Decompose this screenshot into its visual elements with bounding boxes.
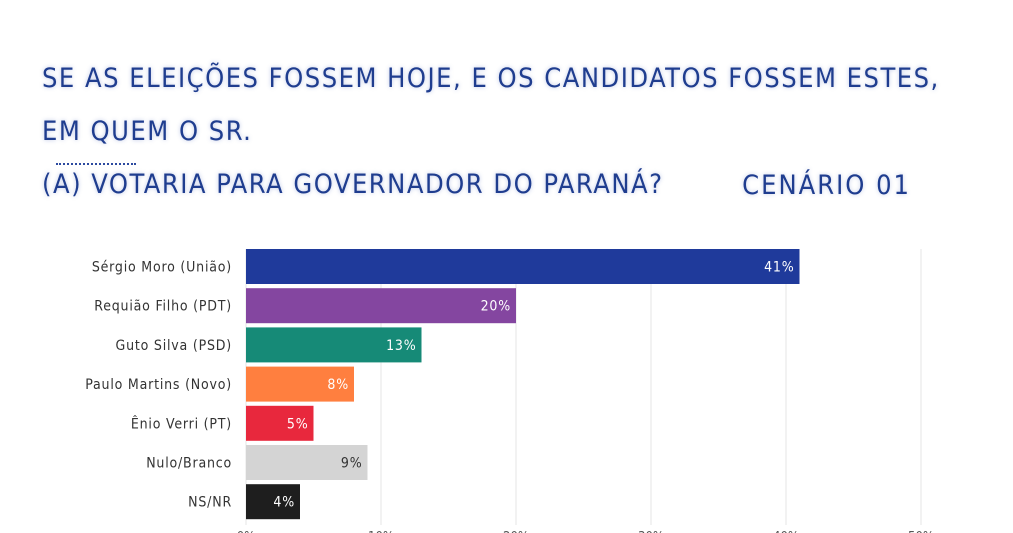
category-label: Sérgio Moro (União) (92, 260, 232, 276)
category-label: Requião Filho (PDT) (94, 299, 232, 315)
category-label: Nulo/Branco (146, 456, 232, 472)
data-label: 4% (273, 495, 295, 511)
x-tick-label: 30% (638, 530, 664, 533)
x-tick-label: 20% (503, 530, 529, 533)
data-label: 41% (764, 260, 794, 276)
decorative-divider (56, 163, 136, 165)
bar (246, 288, 516, 324)
data-label: 9% (341, 456, 363, 472)
bar (246, 484, 300, 520)
labels: 0% 10% 20% 30% 40% 50% Sérgio Moro (União) 41% R… (85, 260, 934, 533)
category-label: Ênio Verri (PT) (131, 414, 232, 432)
bar (246, 445, 368, 480)
x-tick-label: 10% (368, 530, 394, 533)
data-label: 13% (386, 338, 416, 354)
scenario-label: CENÁRIO 01 (742, 170, 911, 201)
question-line-1: SE AS ELEIÇÕES FOSSEM HOJE, E OS CANDIDA… (42, 63, 940, 147)
data-label: 8% (327, 377, 349, 393)
bar (246, 249, 800, 284)
bars (246, 249, 800, 520)
x-tick-label: 50% (908, 530, 934, 533)
data-label: 5% (287, 416, 309, 432)
question-line-2: (A) VOTARIA PARA GOVERNADOR DO PARANÁ? (42, 169, 664, 200)
bar (246, 327, 422, 363)
bar (246, 405, 314, 441)
category-label: NS/NR (188, 495, 232, 511)
x-tick-label: 40% (773, 530, 799, 533)
x-tick-label: 0% (237, 530, 256, 533)
bar (246, 366, 354, 402)
data-label: 20% (481, 299, 511, 315)
category-label: Guto Silva (PSD) (116, 338, 232, 354)
question-title: SE AS ELEIÇÕES FOSSEM HOJE, E OS CANDIDA… (42, 52, 942, 211)
category-label: Paulo Martins (Novo) (85, 377, 232, 393)
